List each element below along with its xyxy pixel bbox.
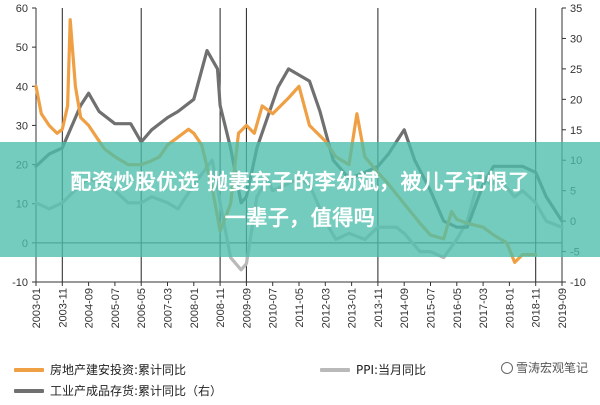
left-tick-label: 30: [16, 120, 28, 132]
x-tick-label: 2011-05: [294, 288, 306, 328]
x-tick-label: 2007-03: [163, 288, 175, 328]
x-tick-label: 2018-01: [504, 288, 516, 328]
legend-swatch: [320, 367, 350, 372]
overlay-line-2: 一辈子，值得吗: [224, 205, 376, 230]
left-tick-label: 60: [16, 3, 28, 15]
x-tick-label: 2015-07: [426, 288, 438, 328]
x-tick-label: 2013-01: [347, 288, 359, 328]
overlay-line-1: 配资炒股优选 抛妻弃子的李幼斌，被儿子记恨了: [70, 169, 530, 194]
x-tick-label: 2005-07: [110, 288, 122, 328]
right-tick-label: 35: [570, 3, 582, 15]
legend-item-inventory: 工业产成品存货:累计同比（右）: [14, 382, 222, 399]
x-tick-label: 2018-11: [531, 288, 543, 328]
right-tick-label: 15: [570, 125, 582, 137]
left-tick-label: -10: [12, 277, 28, 289]
x-tick-label: 2003-11: [57, 288, 69, 328]
watermark: 雪涛宏观笔记: [500, 359, 588, 376]
left-tick-label: 40: [16, 81, 28, 93]
x-tick-label: 2008-11: [215, 288, 227, 328]
x-tick-label: 2003-01: [31, 288, 43, 328]
legend-item-construction-investment: 房地产建安投资:累计同比: [14, 361, 186, 378]
x-tick-label: 2013-11: [373, 288, 385, 328]
watermark-text: 雪涛宏观笔记: [515, 361, 588, 375]
x-tick-label: 2014-09: [399, 288, 411, 328]
wechat-icon: [500, 361, 513, 374]
right-tick-label: 25: [570, 64, 582, 76]
legend-label: PPI:当月同比: [356, 363, 427, 377]
x-tick-label: 2008-01: [189, 288, 201, 328]
x-tick-label: 2006-05: [136, 288, 148, 328]
x-tick-label: 2004-09: [84, 288, 96, 328]
legend-swatch: [14, 388, 44, 393]
right-tick-label: -10: [570, 277, 586, 289]
legend: 房地产建安投资:累计同比 PPI:当月同比 工业产成品存货:累计同比（右）: [14, 357, 600, 400]
overlay-banner[interactable]: 配资炒股优选 抛妻弃子的李幼斌，被儿子记恨了 一辈子，值得吗: [0, 142, 600, 257]
x-tick-label: 2019-09: [557, 288, 569, 328]
legend-swatch: [14, 367, 44, 372]
x-tick-label: 2012-03: [320, 288, 332, 328]
x-tick-label: 2017-03: [478, 288, 490, 328]
legend-item-ppi: PPI:当月同比: [320, 361, 426, 378]
x-tick-label: 2016-05: [452, 288, 464, 328]
legend-label: 工业产成品存货:累计同比（右）: [50, 384, 223, 398]
right-tick-label: 30: [570, 33, 582, 45]
x-tick-label: 2010-07: [268, 288, 280, 328]
legend-label: 房地产建安投资:累计同比: [50, 363, 187, 377]
x-tick-label: 2009-09: [241, 288, 253, 328]
left-tick-label: 50: [16, 42, 28, 54]
right-tick-label: 20: [570, 94, 582, 106]
tick-labels: -100102030405060-10-5051015202530352003-…: [12, 3, 586, 328]
